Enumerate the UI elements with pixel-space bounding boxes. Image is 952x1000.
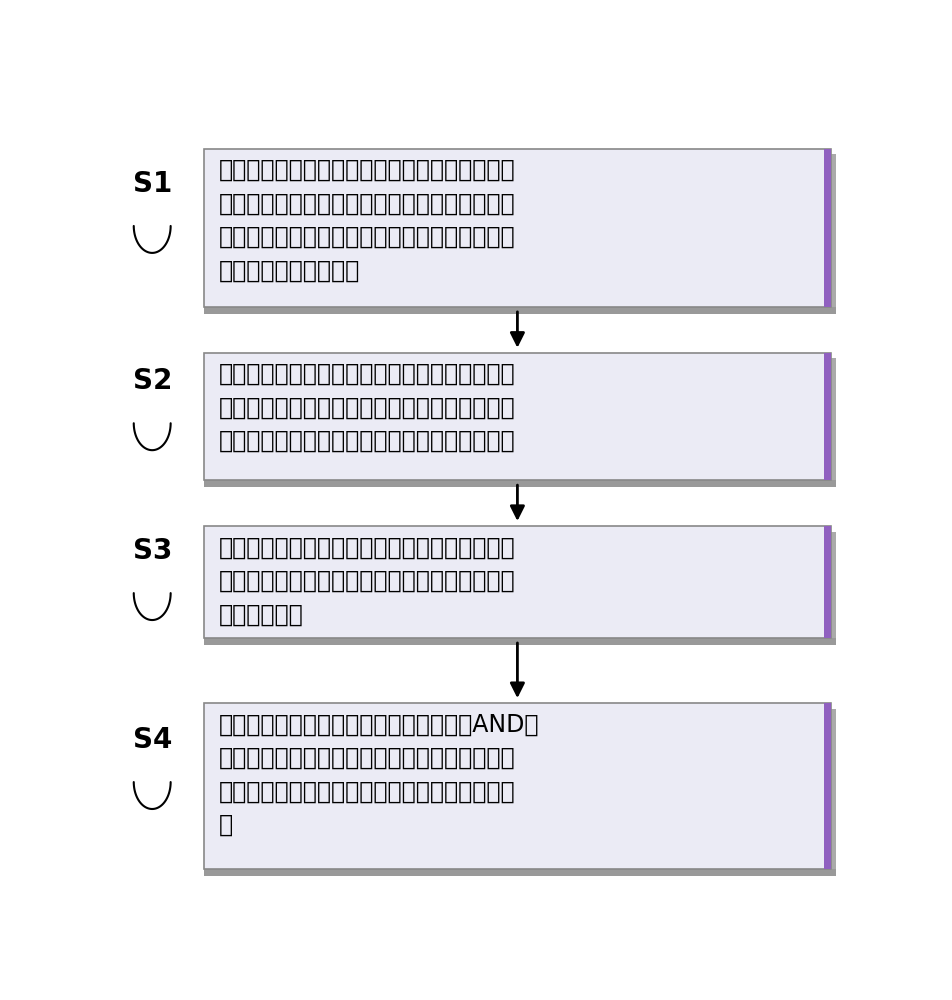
Text: S1: S1: [132, 170, 171, 198]
Bar: [204, 480, 836, 487]
Bar: [823, 353, 831, 480]
Bar: [204, 353, 831, 480]
Text: 采集当前前方道路场景视频流，获取当前帧的图
像数据，对采集到的每一帧图像数据进行逆透视
变换矩阵操作，并结合预先标定参数，得到车辆
前方的正射影像视图；: 采集当前前方道路场景视频流，获取当前帧的图 像数据，对采集到的每一帧图像数据进行…: [219, 158, 515, 283]
Text: S3: S3: [132, 537, 172, 565]
Bar: [209, 709, 836, 874]
Bar: [204, 149, 831, 307]
Text: S2: S2: [132, 367, 172, 395]
Bar: [209, 154, 836, 312]
Bar: [823, 149, 831, 307]
Text: S4: S4: [132, 726, 172, 754]
Bar: [204, 638, 836, 645]
Bar: [823, 526, 831, 638]
Bar: [204, 869, 836, 876]
Bar: [823, 703, 831, 869]
Text: 在经过图像分割之后得到的图像序列之中，通过
对车辆前向可通行区域的求取，判别不同于道路
场景的部分；: 在经过图像分割之后得到的图像序列之中，通过 对车辆前向可通行区域的求取，判别不同…: [219, 535, 515, 626]
Bar: [204, 307, 836, 314]
Text: 分别对经过图像阀値分割后的图像序列作AND操
作，得到道路平面区域内的二値图，通过分析透
视特性、平行关系，进行道路标线的判定与识别
。: 分别对经过图像阀値分割后的图像序列作AND操 作，得到道路平面区域内的二値图，通…: [219, 713, 539, 837]
Bar: [209, 532, 836, 643]
Bar: [204, 526, 831, 638]
Text: 根据常规车辆行驶方式形成的部分先验知识，约
束当前求解道路分割初始化阀値，通过初始分割
阀値进行图像分割，得到道路场景的序列图像；: 根据常规车辆行驶方式形成的部分先验知识，约 束当前求解道路分割初始化阀値，通过初…: [219, 362, 515, 453]
Bar: [209, 358, 836, 485]
Bar: [204, 703, 831, 869]
